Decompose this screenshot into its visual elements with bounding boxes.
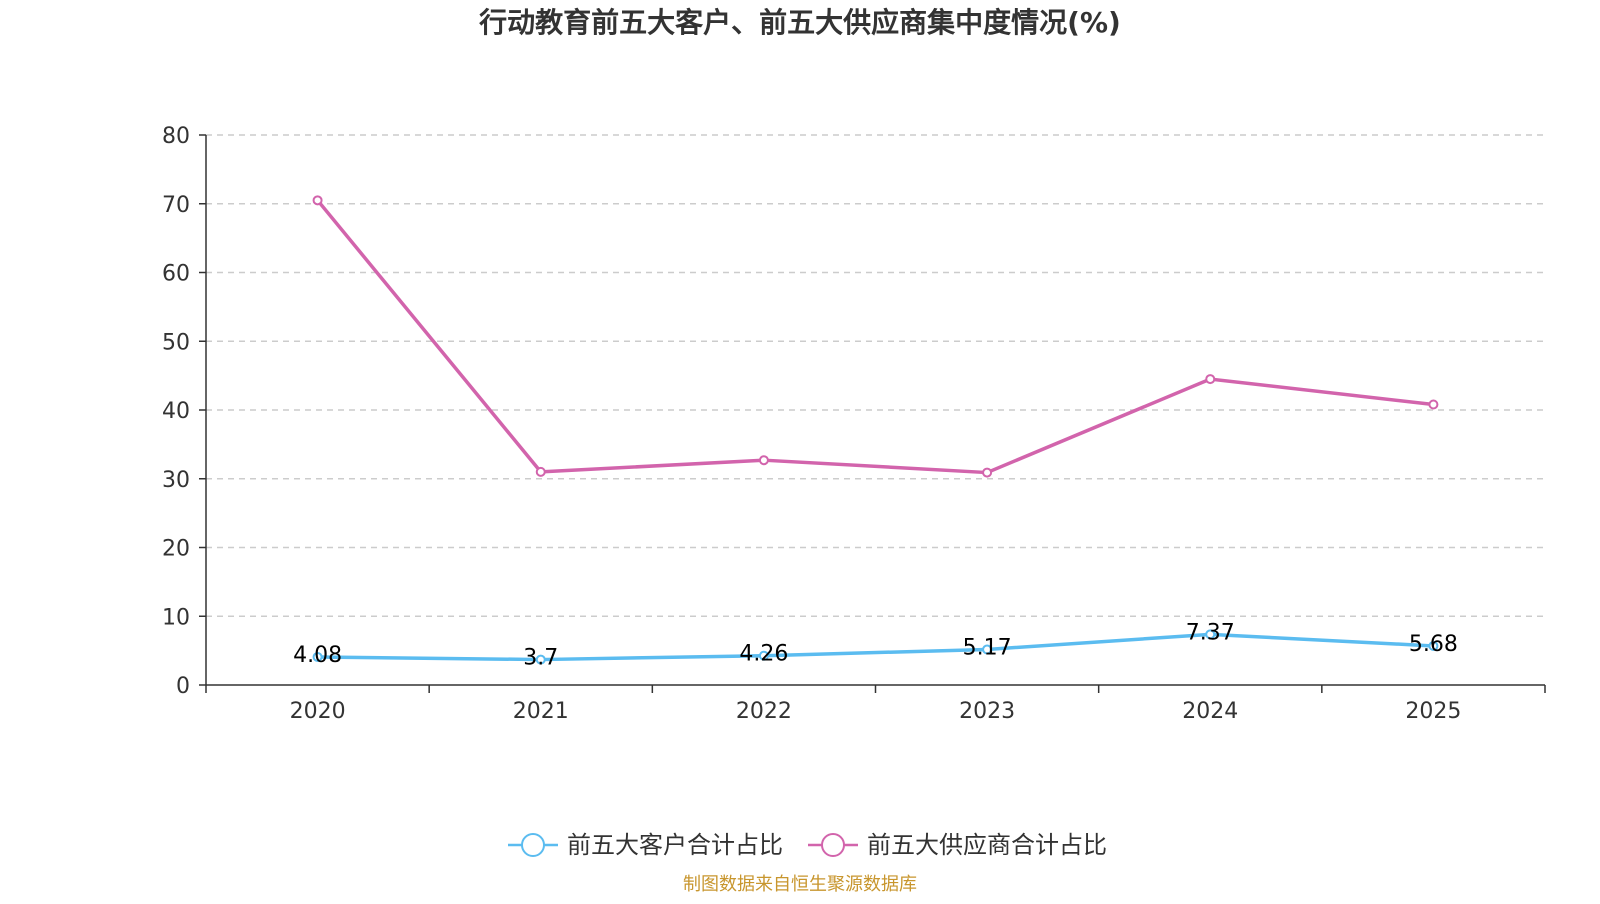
- data-label: 7.37: [1186, 620, 1235, 645]
- x-tick-label: 2020: [290, 699, 346, 724]
- data-point: [758, 650, 769, 661]
- y-tick-label: 0: [176, 674, 190, 699]
- legend-marker: [821, 833, 845, 857]
- source-note: 制图数据来自恒生聚源数据库: [683, 874, 917, 895]
- y-tick-label: 60: [162, 262, 190, 287]
- data-point: [982, 644, 993, 655]
- series-layer: [312, 195, 1439, 665]
- x-tick-label: 2023: [959, 699, 1015, 724]
- x-tick-label: 2024: [1182, 699, 1238, 724]
- y-tick-label: 30: [162, 468, 190, 493]
- y-tick-label: 80: [162, 124, 190, 149]
- data-point: [758, 455, 769, 466]
- x-tick-label: 2022: [736, 699, 792, 724]
- data-point: [1205, 374, 1216, 385]
- legend-label: 前五大客户合计占比: [567, 831, 783, 859]
- series-line-2: [316, 199, 1434, 475]
- grid-lines: [206, 134, 1545, 617]
- y-tick-label: 20: [162, 537, 190, 562]
- data-point: [535, 654, 546, 665]
- data-label: 5.17: [963, 635, 1012, 660]
- data-label: 5.68: [1409, 632, 1458, 657]
- series-line-1: [317, 632, 1434, 662]
- legend-label: 前五大供应商合计占比: [867, 831, 1107, 859]
- y-tick-label: 70: [162, 193, 190, 218]
- data-point: [1428, 640, 1439, 651]
- data-point: [982, 467, 993, 478]
- y-tick-label: 40: [162, 399, 190, 424]
- data-point: [535, 466, 546, 477]
- data-point: [312, 195, 323, 206]
- data-label: 4.26: [739, 642, 788, 667]
- data-point: [1428, 399, 1439, 410]
- legend: 前五大客户合计占比 前五大供应商合计占比: [508, 831, 1107, 859]
- legend-marker: [521, 833, 545, 857]
- chart-title: 行动教育前五大客户、前五大供应商集中度情况(%): [478, 6, 1121, 39]
- data-point: [312, 651, 323, 662]
- data-point: [1205, 629, 1216, 640]
- data-labels: 4.08 3.7 4.26 5.17 7.37 5.68: [293, 620, 1458, 670]
- x-tick-label: 2021: [513, 699, 569, 724]
- data-label: 4.08: [293, 643, 342, 668]
- y-tick-label: 50: [162, 330, 190, 355]
- axes: 0 10 20 30 40 50 60 70 80 2020 2021 2022 2023 2024 202…: [162, 124, 1546, 724]
- y-tick-label: 10: [162, 605, 190, 630]
- data-label: 3.7: [523, 646, 558, 671]
- x-tick-label: 2025: [1405, 699, 1461, 724]
